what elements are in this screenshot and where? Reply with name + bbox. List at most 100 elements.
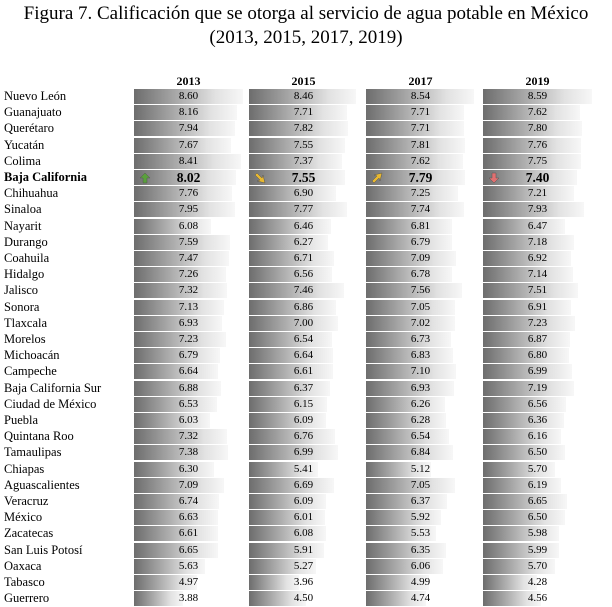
value-cell: 7.18 (483, 234, 592, 251)
value-bar (366, 494, 447, 509)
state-label: Baja California (4, 170, 87, 184)
value-cell: 3.88 (134, 590, 243, 607)
value-label: 7.74 (410, 203, 431, 216)
value-bar (483, 429, 562, 445)
value-label: 7.09 (410, 252, 431, 264)
value-label: 6.93 (178, 316, 199, 329)
value-bar (134, 575, 197, 590)
value-bar (134, 348, 221, 364)
value-cell: 7.05 (366, 299, 475, 316)
state-label: Nuevo León (4, 89, 67, 103)
value-label: 7.51 (527, 284, 548, 297)
value-bar (366, 396, 446, 412)
value-cell: 7.02 (366, 315, 475, 332)
value-cell: 7.40 (483, 169, 592, 186)
value-cell: 6.74 (134, 493, 243, 510)
value-label: 8.16 (178, 106, 199, 119)
state-label: Ciudad de México (4, 396, 97, 411)
value-label: 6.26 (410, 397, 431, 410)
value-label: 6.09 (293, 414, 314, 426)
value-cell: 6.90 (249, 185, 358, 202)
value-cell: 6.50 (483, 444, 592, 461)
value-label: 6.27 (293, 235, 314, 248)
value-cell: 5.41 (249, 461, 358, 478)
value-cell: 7.09 (366, 250, 475, 267)
value-cell: 5.98 (483, 525, 592, 542)
value-cell: 6.65 (483, 493, 592, 510)
value-bar (483, 461, 556, 477)
value-bar (134, 494, 220, 509)
value-bar (366, 137, 465, 153)
value-bar (366, 542, 447, 558)
value-bar (134, 105, 238, 121)
value-label: 6.61 (178, 527, 199, 540)
value-bar (134, 251, 229, 266)
value-cell: 6.81 (366, 218, 475, 235)
value-cell: 6.93 (366, 380, 475, 397)
value-label: 6.61 (293, 365, 314, 378)
value-cell: 6.54 (249, 331, 358, 348)
value-cell: 7.19 (483, 380, 592, 397)
state-label: Tlaxcala (4, 315, 48, 330)
value-cell: 7.71 (249, 104, 358, 121)
value-label: 7.59 (178, 235, 199, 248)
value-cell: 7.51 (483, 282, 592, 299)
state-label: Aguascalientes (4, 477, 80, 492)
value-bar (134, 186, 233, 202)
value-cell: 6.91 (483, 299, 592, 316)
value-cell: 7.00 (249, 315, 358, 332)
value-bar (134, 170, 236, 185)
value-bar (483, 445, 566, 461)
value-bar (483, 558, 556, 574)
value-label: 6.06 (410, 559, 431, 572)
value-cell: 6.87 (483, 331, 592, 348)
value-cell: 5.70 (483, 461, 592, 478)
value-cell: 6.65 (134, 542, 243, 559)
value-bar (483, 348, 570, 364)
value-label: 7.09 (178, 478, 199, 491)
value-cell: 7.21 (483, 185, 592, 202)
value-cell: 6.69 (249, 477, 358, 494)
value-label: 5.99 (527, 543, 548, 556)
value-bar (134, 364, 219, 380)
value-bar (366, 477, 456, 493)
value-label: 6.87 (527, 333, 548, 345)
arrow-down-right-icon (254, 172, 266, 184)
value-bar (366, 202, 465, 218)
state-label: Campeche (4, 364, 57, 379)
value-label: 6.71 (293, 252, 314, 264)
state-label: Jalisco (4, 283, 39, 298)
value-cell: 7.46 (249, 282, 358, 299)
value-label: 8.41 (178, 154, 199, 167)
value-label: 7.46 (293, 284, 314, 297)
value-cell: 6.73 (366, 331, 475, 348)
value-label: 7.71 (410, 122, 431, 135)
value-label: 5.92 (410, 511, 431, 524)
value-cell: 6.76 (249, 428, 358, 445)
value-bar (483, 234, 574, 250)
state-label: Sonora (4, 299, 40, 314)
value-label: 7.62 (527, 106, 548, 119)
value-label: 6.30 (178, 462, 199, 475)
value-cell: 6.09 (249, 493, 358, 510)
value-cell: 7.81 (366, 137, 475, 154)
value-label: 7.38 (178, 446, 199, 459)
value-label: 6.46 (293, 219, 314, 232)
value-label: 7.19 (527, 381, 548, 394)
value-cell: 7.71 (366, 120, 475, 137)
value-label: 6.56 (293, 268, 314, 281)
value-label: 6.99 (293, 446, 314, 459)
value-label: 6.64 (178, 365, 199, 378)
value-label: 6.08 (293, 527, 314, 540)
value-cell: 6.88 (134, 380, 243, 397)
value-label: 7.21 (527, 187, 548, 200)
value-bar (249, 170, 345, 185)
value-label: 7.81 (410, 138, 431, 151)
value-bar (249, 202, 348, 218)
value-bar (483, 575, 538, 590)
value-cell: 6.99 (483, 363, 592, 380)
value-label: 7.14 (527, 268, 548, 281)
value-bar (249, 137, 345, 153)
value-bar (249, 429, 335, 445)
value-cell: 6.56 (483, 396, 592, 413)
